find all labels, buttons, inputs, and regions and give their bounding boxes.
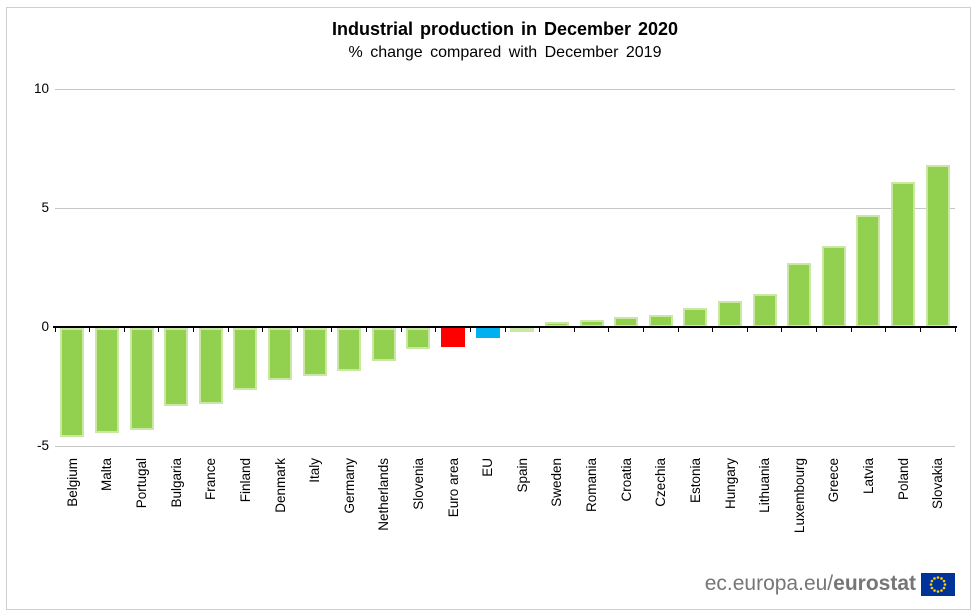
- axis-tick: [192, 328, 194, 332]
- x-axis-label-bulgaria: Bulgaria: [168, 458, 184, 508]
- x-axis-label-euro-area: Euro area: [445, 458, 461, 518]
- axis-tick: [89, 328, 91, 332]
- axis-tick: [504, 328, 506, 332]
- bar-eu: [475, 328, 500, 338]
- zero-axis-line: [53, 326, 957, 328]
- x-axis-label-sweden: Sweden: [549, 458, 565, 507]
- axis-tick: [608, 328, 610, 332]
- axis-tick: [123, 328, 125, 332]
- bar-bulgaria: [164, 328, 189, 407]
- axis-tick: [746, 328, 748, 332]
- bar-estonia: [683, 307, 708, 327]
- x-axis-label-slovenia: Slovenia: [410, 458, 426, 510]
- x-axis-label-spain: Spain: [514, 458, 530, 493]
- x-axis-label-portugal: Portugal: [134, 458, 150, 509]
- x-axis-label-germany: Germany: [341, 458, 357, 514]
- axis-tick: [227, 328, 229, 332]
- bar-netherlands: [371, 328, 396, 362]
- footer: ec.europa.eu/eurostat: [705, 572, 955, 596]
- axis-tick: [573, 328, 575, 332]
- axis-tick: [712, 328, 714, 332]
- axis-tick: [850, 328, 852, 332]
- x-axis-label-eu: EU: [480, 458, 496, 477]
- y-axis-label-5: 5: [41, 200, 49, 216]
- axis-tick: [435, 328, 437, 332]
- x-axis-label-latvia: Latvia: [860, 458, 876, 495]
- x-axis-label-hungary: Hungary: [722, 458, 738, 510]
- bar-italy: [302, 328, 327, 376]
- x-axis-label-denmark: Denmark: [272, 458, 288, 513]
- x-axis-label-lithuania: Lithuania: [757, 458, 773, 513]
- x-axis-label-france: France: [203, 458, 219, 501]
- bar-france: [198, 328, 223, 405]
- chart-subtitle: % change compared with December 2019: [348, 44, 662, 61]
- x-axis-label-netherlands: Netherlands: [376, 458, 392, 531]
- chart-border: [6, 7, 971, 610]
- axis-tick: [296, 328, 298, 332]
- axis-tick: [642, 328, 644, 332]
- axis-tick: [262, 328, 264, 332]
- axis-tick: [677, 328, 679, 332]
- bar-malta: [94, 328, 119, 433]
- footer-url-regular: ec.europa.eu/: [704, 572, 834, 595]
- bar-spain: [510, 328, 535, 332]
- footer-url: ec.europa.eu/eurostat: [705, 572, 916, 596]
- bar-luxembourg: [787, 262, 812, 327]
- axis-tick: [539, 328, 541, 332]
- y-axis-label-0: 0: [41, 319, 49, 334]
- bar-poland: [891, 181, 916, 327]
- x-axis-label-czechia: Czechia: [653, 458, 669, 507]
- x-axis-label-estonia: Estonia: [687, 458, 703, 504]
- bar-portugal: [129, 328, 154, 431]
- x-axis-label-belgium: Belgium: [64, 458, 80, 507]
- x-axis-label-poland: Poland: [895, 458, 911, 501]
- x-axis-label-finland: Finland: [237, 458, 253, 503]
- x-axis-label-croatia: Croatia: [618, 458, 634, 502]
- bar-hungary: [718, 300, 742, 327]
- bar-latvia: [856, 215, 881, 327]
- eu-flag-icon: [921, 572, 955, 596]
- bar-belgium: [60, 328, 85, 438]
- axis-tick: [885, 328, 887, 332]
- gridline-5: [55, 208, 955, 210]
- axis-tick: [469, 328, 471, 332]
- bar-slovenia: [406, 328, 431, 350]
- x-axis-label-malta: Malta: [99, 458, 115, 492]
- x-axis-label-italy: Italy: [307, 458, 323, 483]
- gridline--5: [55, 445, 955, 447]
- axis-tick: [816, 328, 818, 332]
- x-axis-label-slovakia: Slovakia: [930, 458, 946, 510]
- bar-germany: [337, 328, 362, 371]
- bar-romania: [579, 319, 604, 327]
- bar-finland: [233, 328, 258, 390]
- x-axis-label-romania: Romania: [584, 458, 600, 513]
- bar-czechia: [648, 315, 673, 327]
- bar-denmark: [268, 328, 292, 381]
- y-axis-label--5: -5: [36, 437, 49, 453]
- axis-tick: [158, 328, 160, 332]
- x-axis-label-luxembourg: Luxembourg: [791, 458, 807, 534]
- axis-tick: [919, 328, 921, 332]
- y-axis-label-10: 10: [33, 81, 49, 97]
- footer-url-bold: eurostat: [833, 572, 916, 595]
- bar-slovakia: [925, 165, 950, 327]
- bar-euro-area: [441, 328, 466, 348]
- axis-tick: [781, 328, 783, 332]
- axis-tick: [400, 328, 402, 332]
- bar-lithuania: [752, 293, 777, 327]
- chart-title: Industrial production in December 2020: [331, 19, 679, 39]
- axis-tick: [331, 328, 333, 332]
- gridline-10: [55, 89, 955, 91]
- axis-tick: [366, 328, 368, 332]
- bar-greece: [821, 246, 846, 327]
- plot-area: 10 5 0 -5 Belgium Malta Portugal Bulgaria France…: [34, 81, 957, 533]
- x-axis-label-greece: Greece: [826, 458, 842, 503]
- axis-tick: [54, 328, 56, 332]
- axis-tick: [954, 328, 956, 332]
